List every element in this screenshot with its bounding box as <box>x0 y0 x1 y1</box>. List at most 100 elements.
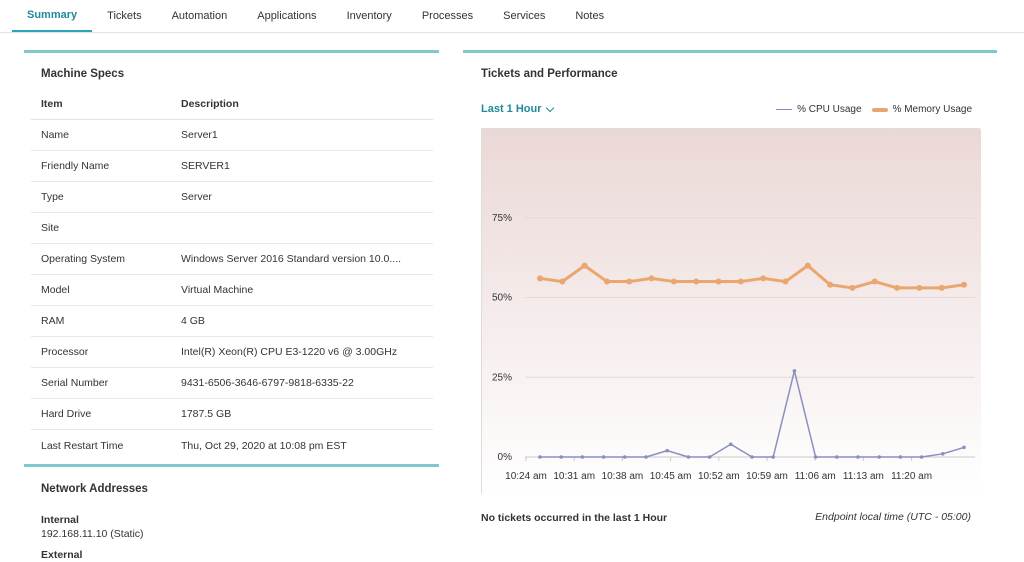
timezone-note: Endpoint local time (UTC - 05:00) <box>815 511 971 523</box>
spec-description: 9431-6506-3646-6797-9818-6335-22 <box>181 377 354 389</box>
tab-applications[interactable]: Applications <box>257 10 317 22</box>
tab-services[interactable]: Services <box>503 10 546 22</box>
table-row: Hard Drive 1787.5 GB <box>31 399 433 430</box>
x-tick-label: 10:52 am <box>698 471 740 482</box>
spec-item: Hard Drive <box>41 408 92 420</box>
y-tick-label: 25% <box>492 372 512 383</box>
legend-cpu-label: % CPU Usage <box>797 104 862 115</box>
memory-series-point <box>938 284 945 291</box>
spec-item: Friendly Name <box>41 160 110 172</box>
performance-panel-top-border <box>463 50 997 53</box>
table-row: Friendly Name SERVER1 <box>31 151 433 182</box>
cpu-series-point <box>538 455 542 459</box>
tab-summary[interactable]: Summary <box>12 0 93 32</box>
table-row: Last Restart Time Thu, Oct 29, 2020 at 10… <box>31 430 433 461</box>
cpu-series-point <box>601 455 606 459</box>
tab-notes[interactable]: Notes <box>575 10 605 22</box>
time-range-dropdown[interactable]: Last 1 Hour <box>481 103 554 115</box>
spec-item: Serial Number <box>41 377 109 389</box>
spec-item: Processor <box>41 346 89 358</box>
y-tick-label: 75% <box>492 213 512 224</box>
internal-label: Internal <box>41 514 79 526</box>
memory-series-point <box>537 275 543 282</box>
y-tick-label: 50% <box>492 293 512 304</box>
cpu-series-point <box>813 455 818 459</box>
memory-series-point <box>827 281 834 288</box>
tab-bar: Summary Tickets Automation Applications Inve… <box>0 0 1024 33</box>
memory-series-point <box>581 262 588 269</box>
cpu-series-point <box>644 455 648 459</box>
spec-item: Model <box>41 284 70 296</box>
table-row: Processor Intel(R) Xeon(R) CPU E3-1220 v6… <box>31 337 433 368</box>
spec-item: Last Restart Time <box>41 439 124 452</box>
memory-series-line <box>539 264 965 290</box>
cpu-series-point <box>686 455 691 459</box>
legend-memory[interactable]: % Memory Usage <box>871 104 972 115</box>
cpu-series-point <box>919 455 924 459</box>
cpu-series-point <box>962 445 966 450</box>
cpu-series-point <box>835 455 839 459</box>
cpu-series-point <box>792 369 797 373</box>
memory-series-point <box>603 278 610 285</box>
memory-series-point <box>849 284 856 291</box>
memory-series-point <box>670 278 677 285</box>
spec-description: Server1 <box>181 129 218 141</box>
chart-legend: % CPU Usage % Memory Usage <box>776 104 972 115</box>
tab-automation[interactable]: Automation <box>171 10 228 22</box>
x-tick-label: 10:31 am <box>553 471 595 482</box>
tab-inventory[interactable]: Inventory <box>346 10 392 22</box>
table-row: Operating System Windows Server 2016 Stan… <box>31 244 433 275</box>
tab-tickets[interactable]: Tickets <box>107 10 142 22</box>
memory-series-point <box>648 275 655 282</box>
no-tickets-message: No tickets occurred in the last 1 Hour <box>481 512 668 524</box>
memory-series-point <box>961 281 967 288</box>
memory-series-point <box>871 278 878 285</box>
cpu-series-point <box>665 448 669 453</box>
x-tick-label: 11:13 am <box>843 471 884 482</box>
table-row: RAM 4 GB <box>31 306 433 337</box>
spec-description: Thu, Oct 29, 2020 at 10:08 pm EST <box>181 439 347 452</box>
tab-processes[interactable]: Processes <box>421 10 474 22</box>
spec-item: Name <box>41 129 70 141</box>
x-tick-label: 10:59 am <box>746 471 788 482</box>
cpu-series-point <box>941 452 945 456</box>
machine-specs-title: Machine Specs <box>41 68 125 80</box>
specs-panel-top-border <box>24 50 439 53</box>
header-description: Description <box>181 97 239 110</box>
performance-chart: 0% 25% 50% 75% 10:24 am 10:31 am 10:38 am 10:45… <box>481 128 981 495</box>
x-tick-label: 10:24 am <box>505 471 547 482</box>
cpu-series-point <box>559 455 563 459</box>
external-label: External <box>41 549 83 561</box>
cpu-series-point <box>580 455 585 459</box>
spec-description: Windows Server 2016 Standard version 10.… <box>181 253 402 265</box>
chevron-down-icon <box>545 103 554 112</box>
memory-series-point <box>894 284 901 291</box>
legend-memory-label: % Memory Usage <box>892 104 972 115</box>
spec-description: Virtual Machine <box>181 284 254 296</box>
legend-cpu[interactable]: % CPU Usage <box>776 104 862 115</box>
cpu-series-point <box>750 455 754 459</box>
table-row: Model Virtual Machine <box>31 275 433 306</box>
spec-item: RAM <box>41 315 65 327</box>
cpu-series-point <box>707 455 712 459</box>
table-row: Site <box>31 213 433 244</box>
performance-chart-svg: 0% 25% 50% 75% 10:24 am 10:31 am 10:38 am 10:45… <box>482 129 981 495</box>
memory-series-point <box>737 278 744 285</box>
cpu-series-point <box>729 442 733 447</box>
memory-series-point <box>626 278 633 285</box>
memory-series-point <box>559 278 566 285</box>
cpu-swatch <box>776 108 793 111</box>
x-tick-label: 11:20 am <box>891 471 932 482</box>
memory-series-point <box>782 278 789 285</box>
specs-table-header: Item Description <box>31 88 433 120</box>
x-tick-label: 10:45 am <box>650 471 692 482</box>
chart-background <box>482 129 981 495</box>
x-tick-label: 11:06 am <box>795 471 836 482</box>
memory-swatch <box>871 107 888 112</box>
memory-series-point <box>715 278 722 285</box>
spec-description: Intel(R) Xeon(R) CPU E3-1220 v6 @ 3.00GH… <box>181 346 398 358</box>
time-range-label: Last 1 Hour <box>481 103 542 115</box>
spec-item: Type <box>41 191 64 203</box>
spec-description: 4 GB <box>181 315 205 327</box>
header-item: Item <box>41 97 63 110</box>
